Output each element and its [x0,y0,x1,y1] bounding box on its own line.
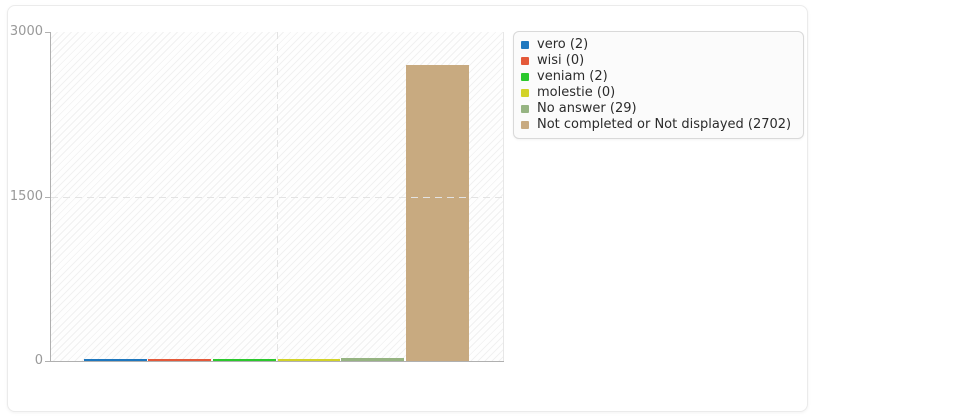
legend-label: Not completed or Not displayed (2702) [537,117,792,132]
legend-swatch [521,41,529,49]
legend-label: wisi (0) [537,53,585,68]
legend-swatch [521,57,529,65]
legend-item[interactable]: veniam (2) [521,69,791,85]
gridline-vertical [277,32,278,361]
x-axis-line [50,361,504,362]
bar-vero [84,359,147,361]
y-axis-label: 0 [34,353,43,368]
y-axis-tick [45,197,51,198]
legend-label: vero (2) [537,37,589,52]
y-axis-label: 1500 [9,189,43,204]
legend-item[interactable]: wisi (0) [521,53,791,69]
bar-molestie [277,359,340,361]
legend-label: veniam (2) [537,69,608,84]
bar-not-completed-or-not-displayed [406,65,469,361]
legend-item[interactable]: Not completed or Not displayed (2702) [521,117,791,133]
legend-swatch [521,73,529,81]
legend-label: No answer (29) [537,101,637,116]
chart-legend: vero (2) wisi (0) veniam (2) molestie (0… [513,31,805,139]
plot-area [51,32,504,361]
bar-wisi [148,359,211,361]
y-axis-tick [45,361,51,362]
y-axis-label: 3000 [9,24,43,39]
legend-item[interactable]: No answer (29) [521,101,791,117]
y-axis-tick [45,32,51,33]
bar-no-answer [341,358,404,361]
bar-veniam [213,359,276,361]
chart-card: 0 1500 3000 vero (2) wisi (0) veniam (2)… [7,5,808,412]
legend-swatch [521,121,529,129]
bars-container [51,32,503,361]
legend-swatch [521,89,529,97]
legend-label: molestie (0) [537,85,616,100]
legend-swatch [521,105,529,113]
legend-item[interactable]: molestie (0) [521,85,791,101]
legend-item[interactable]: vero (2) [521,37,791,53]
